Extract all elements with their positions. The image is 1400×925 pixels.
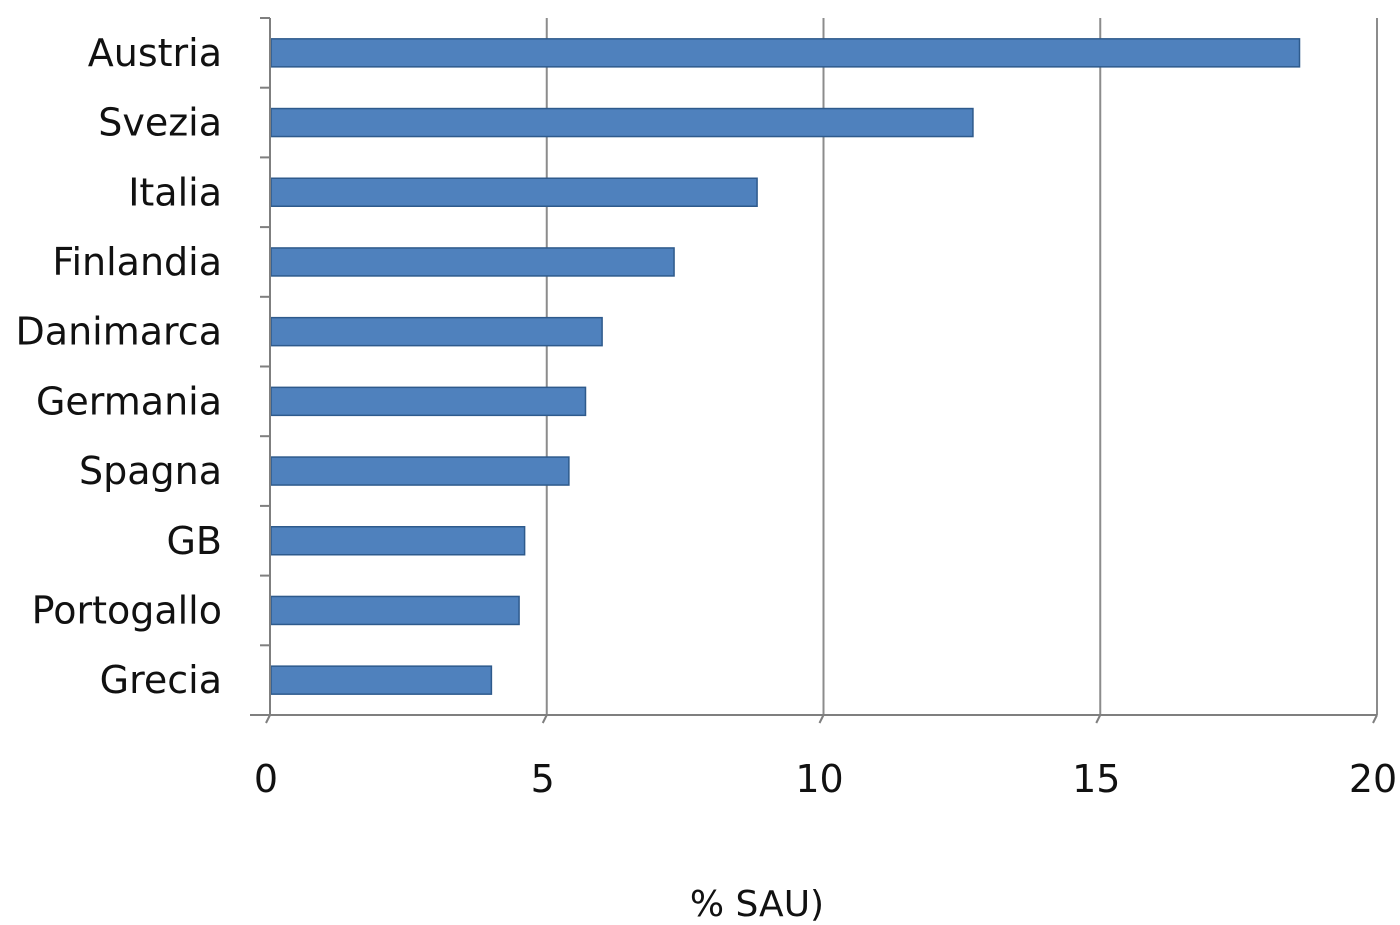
- bar-germania: [270, 386, 587, 417]
- x-tick-label: 5: [531, 757, 555, 801]
- x-axis-title: % SAU): [690, 884, 824, 925]
- bars: [270, 38, 1301, 695]
- category-label: Austria: [88, 31, 222, 75]
- bar-portogallo: [270, 595, 520, 626]
- bar-spagna: [270, 456, 570, 486]
- x-tick-label: 10: [795, 757, 843, 801]
- category-label: Finlandia: [52, 240, 222, 284]
- x-tick-label: 15: [1072, 757, 1120, 801]
- category-label: Danimarca: [16, 310, 222, 354]
- x-tick-label: 20: [1349, 757, 1397, 801]
- bar-danimarca: [270, 316, 603, 347]
- x-tick-mark: [541, 714, 548, 724]
- x-tick-label: 0: [254, 757, 278, 801]
- bar-finlandia: [270, 247, 675, 277]
- category-labels: Austria Svezia Italia Finlandia Danimarca Ger…: [16, 31, 222, 702]
- bar-italia: [270, 177, 758, 207]
- category-label: Spagna: [79, 449, 222, 493]
- category-label: Grecia: [100, 658, 222, 702]
- bar-austria: [270, 38, 1301, 68]
- category-label: GB: [166, 519, 222, 563]
- x-tick-mark: [1095, 714, 1102, 724]
- bar-gb: [270, 526, 526, 556]
- x-tick-mark: [818, 714, 825, 724]
- bar-svezia: [270, 107, 974, 138]
- category-label: Germania: [36, 379, 222, 423]
- bar-grecia: [270, 665, 493, 695]
- category-label: Portogallo: [32, 588, 222, 632]
- x-tick-mark: [1372, 714, 1378, 724]
- category-label: Svezia: [98, 101, 222, 145]
- x-tick-labels: 0 5 10 15 20: [254, 757, 1397, 801]
- axes: [250, 17, 1378, 724]
- x-tick-mark: [265, 714, 271, 724]
- category-label: Italia: [128, 170, 222, 214]
